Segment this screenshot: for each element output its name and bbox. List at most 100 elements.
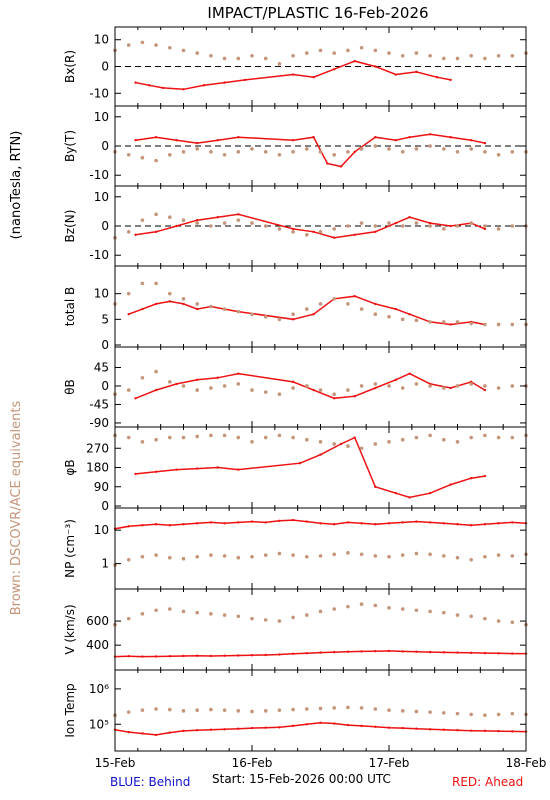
data-point	[318, 230, 323, 234]
panel-9: 10⁶ 10⁵ Ion Temp	[63, 669, 528, 752]
data-point	[387, 606, 391, 610]
y-tick-label: 0	[101, 139, 109, 153]
data-point	[134, 233, 137, 236]
data-point	[428, 609, 432, 614]
data-point	[414, 147, 419, 151]
data-point	[196, 522, 199, 525]
data-point	[237, 468, 240, 471]
data-point	[373, 554, 378, 558]
data-point	[483, 150, 487, 154]
data-point	[168, 300, 171, 303]
data-point	[126, 616, 131, 621]
panel-frame	[114, 507, 527, 590]
data-point	[394, 491, 398, 495]
data-point	[442, 651, 445, 654]
data-point	[510, 620, 515, 625]
data-point	[483, 322, 487, 327]
data-point	[140, 554, 145, 559]
data-point	[511, 521, 514, 524]
data-point	[496, 386, 501, 390]
data-point	[141, 732, 144, 735]
panel-8: 600 400 V (km/s)	[63, 588, 528, 671]
data-point	[168, 152, 172, 157]
data-point	[496, 553, 501, 557]
data-point	[497, 522, 500, 525]
data-point	[277, 392, 282, 396]
data-point	[483, 616, 487, 621]
data-point	[333, 722, 336, 725]
data-point	[140, 612, 145, 616]
data-point	[359, 384, 364, 388]
data-point	[195, 554, 199, 559]
series-ahead	[113, 649, 528, 658]
data-point	[278, 726, 281, 729]
data-point	[168, 607, 172, 611]
data-point	[278, 519, 281, 523]
data-point	[332, 607, 337, 611]
data-point	[250, 312, 254, 317]
data-point	[168, 655, 171, 658]
y-axis-label: φB	[63, 459, 77, 475]
y-tick-label: -10	[89, 248, 109, 262]
y-tick-label: 400	[86, 638, 109, 652]
data-point	[168, 555, 172, 560]
data-point	[154, 212, 158, 217]
data-point	[236, 56, 241, 61]
data-point	[414, 221, 419, 225]
data-point	[291, 615, 295, 620]
data-point	[222, 433, 227, 438]
data-point	[141, 524, 144, 527]
data-point	[455, 150, 460, 154]
series-ahead	[134, 59, 452, 91]
data-point	[428, 710, 432, 714]
data-point	[216, 466, 219, 469]
data-point	[195, 434, 199, 439]
data-point	[455, 440, 460, 444]
data-point	[291, 435, 295, 440]
data-point	[127, 655, 130, 658]
data-point	[181, 48, 186, 53]
data-point	[332, 442, 337, 446]
data-point	[250, 616, 254, 621]
data-point	[428, 53, 432, 58]
data-point	[126, 710, 131, 714]
data-point	[511, 652, 514, 655]
y-tick-label: -90	[89, 416, 109, 430]
data-point	[154, 733, 158, 737]
data-point	[195, 302, 199, 306]
data-point	[449, 224, 452, 228]
units-label: (nanoTesla, RTN)	[9, 131, 24, 240]
data-point	[126, 291, 131, 296]
series-ahead	[134, 372, 487, 400]
data-point	[359, 706, 364, 710]
legend-behind: BLUE: Behind	[110, 775, 190, 789]
data-point	[510, 150, 515, 154]
data-point	[455, 384, 460, 388]
y-tick-label: 270	[86, 441, 109, 455]
data-point	[428, 320, 432, 324]
data-point	[353, 436, 356, 439]
data-point	[326, 162, 329, 165]
data-point	[209, 521, 213, 524]
data-point	[196, 728, 199, 732]
data-point	[400, 53, 405, 58]
data-point	[469, 382, 474, 386]
data-point	[496, 322, 501, 327]
data-point	[428, 650, 432, 654]
data-point	[442, 554, 446, 558]
data-point	[400, 224, 405, 228]
series-ahead	[134, 213, 487, 239]
data-point	[442, 147, 446, 151]
data-point	[264, 653, 267, 657]
data-point	[373, 224, 378, 228]
series-line	[135, 133, 486, 168]
data-point	[339, 165, 343, 168]
dscovr-note: Brown: DSCOVR/ACE equivalents	[9, 401, 24, 616]
data-point	[154, 230, 158, 234]
data-point	[250, 388, 254, 392]
data-point	[312, 76, 315, 79]
data-point	[291, 227, 295, 231]
data-point	[400, 607, 405, 611]
data-point	[496, 53, 501, 58]
data-point	[223, 81, 226, 84]
